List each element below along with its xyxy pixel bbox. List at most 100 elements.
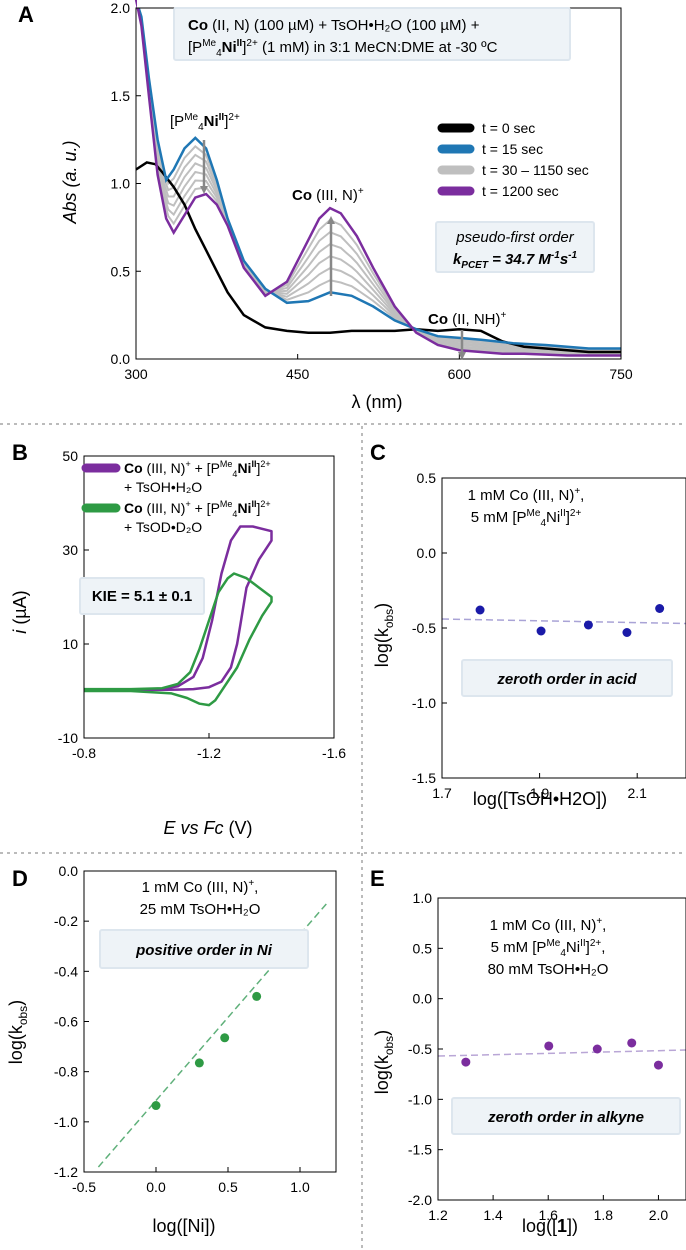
e-c1: 1 mM Co (III, N) — [490, 917, 597, 934]
y-tick-label: -10 — [58, 730, 78, 746]
panel-a-rate-box — [435, 221, 595, 273]
title-ni: Ni — [222, 39, 237, 56]
e-c2-close: ] — [586, 939, 590, 956]
cv-legend-part: (III, N) — [143, 500, 186, 516]
annotation-co-ii: Co (II, NH)+ — [428, 310, 507, 328]
data-point-4 — [655, 604, 665, 613]
y-tick-label: -0.6 — [54, 1014, 78, 1030]
panel-c-xlabel: log([TsOH•H2O]) — [473, 789, 607, 809]
data-point-3 — [627, 1038, 637, 1048]
data-point-1 — [536, 626, 546, 636]
rate-sup2: -1 — [568, 250, 577, 261]
y-tick-label: 0.0 — [111, 351, 131, 367]
panel-e-cond-line2: 5 mM [PMe4NiII]2+, — [491, 938, 606, 959]
cv-legend-part: 2+ — [260, 499, 270, 509]
b-y-unit: (µA) — [10, 590, 30, 629]
panel-d-letter: D — [12, 866, 28, 891]
cv-legend-part: II — [251, 499, 256, 509]
c-c2-4: 4 — [540, 518, 546, 529]
c-c1-sup: + — [574, 486, 580, 497]
b-x-v: (V) — [224, 818, 253, 838]
c-c1-end: , — [580, 487, 584, 504]
e-c1-sup: + — [596, 916, 602, 927]
y-tick-label: 0.5 — [111, 263, 131, 279]
series-line-gray-4 — [135, 0, 621, 354]
y-tick-label: 1.5 — [111, 88, 131, 104]
panel-a-xlabel: λ (nm) — [352, 392, 403, 412]
top-mask — [137, 0, 620, 8]
title-close: ] — [242, 39, 246, 56]
co3-rest: (III, N) — [312, 187, 358, 204]
cv-legend-part: Co — [124, 460, 143, 476]
title-sup-charge: 2+ — [246, 38, 258, 49]
title-sup-ii: II — [237, 38, 243, 49]
e-x-end: ]) — [567, 1216, 578, 1236]
panel-e: E 1.2 1.4 1.6 1.8 2.0 -2.0 -1.5 -1.0 -0.5 0.0 0.5 1… — [370, 866, 686, 1236]
panel-d: D -0.5 0.0 0.5 1.0 -1.2 -1.0 -0.8 -0.6 -0.4 -0.2 0… — [6, 863, 337, 1236]
data-point-1 — [194, 1058, 204, 1068]
d-y-sub: obs — [16, 1006, 30, 1025]
panel-e-cond-line1: 1 mM Co (III, N)+, — [490, 916, 607, 934]
rate-k: k — [453, 251, 462, 268]
e-y-sub: obs — [382, 1036, 396, 1055]
e-x-base: log([ — [522, 1216, 557, 1236]
c-c1: 1 mM Co (III, N) — [468, 487, 575, 504]
data-point-2 — [583, 620, 593, 630]
x-tick-label: 1.6 — [538, 1207, 558, 1223]
title-sup-me: Me — [202, 38, 216, 49]
kie-box — [79, 577, 205, 615]
cv-legend-part: Me — [220, 499, 233, 509]
title-open: [P — [188, 39, 202, 56]
cv-legend-part: Ni — [237, 500, 251, 516]
data-point-3 — [252, 991, 262, 1001]
title-line2-rest: (1 mM) in 3:1 MeCN:DME at -30 ºC — [258, 39, 498, 56]
cv-legend-part: ] — [256, 460, 260, 476]
cv-legend-part: + [P — [191, 500, 220, 516]
panel-e-letter: E — [370, 866, 385, 891]
d-c1-end: , — [254, 879, 258, 896]
data-point-0 — [461, 1057, 471, 1067]
y-tick-label: -2.0 — [408, 1192, 432, 1208]
panel-c-order-box — [461, 659, 673, 697]
co2-rest: (II, NH) — [448, 311, 501, 328]
x-tick-label: -1.2 — [197, 745, 221, 761]
c-y-base: log(k — [372, 627, 392, 667]
panel-d-ylabel: log(kobs) — [6, 1000, 30, 1064]
e-c2-me: Me — [546, 938, 560, 949]
rate-s: s — [560, 251, 568, 268]
x-tick-label: 1.2 — [428, 1207, 448, 1223]
rate-sup1: -1 — [551, 250, 560, 261]
cv-trace-1 — [84, 572, 273, 707]
panel-e-ylabel: log(kobs) — [372, 1030, 396, 1094]
y-tick-label: 30 — [62, 542, 78, 558]
d-c1-sup: + — [248, 878, 254, 889]
c-c2-ii: II — [560, 508, 566, 519]
co3-co: Co — [292, 187, 312, 204]
y-tick-label: 2.0 — [111, 0, 131, 16]
cv-legend-part: 4 — [232, 509, 237, 519]
c-c2-close: ] — [566, 509, 570, 526]
b-x-vs: vs — [176, 818, 204, 838]
panel-a-legend: t = 0 sec t = 15 sec t = 30 – 1150 sec t = … — [437, 120, 589, 199]
panel-d-order-label: positive order in Ni — [135, 942, 273, 959]
c-c2-me: Me — [527, 508, 541, 519]
c-y-end: ) — [372, 603, 392, 609]
x-tick-label: 750 — [609, 366, 633, 382]
ni-open: [P — [170, 113, 184, 130]
data-point-0 — [151, 1101, 161, 1111]
cv-legend-line2-1: + TsOD•D₂O — [124, 519, 202, 535]
e-c2: 5 mM [P — [491, 939, 547, 956]
ni-close: ] — [224, 113, 228, 130]
data-point-1 — [544, 1041, 554, 1051]
kie-label: KIE = 5.1 ± 0.1 — [92, 588, 192, 605]
title-line1-rest: (II, N) (100 µM) + TsOH•H₂O (100 µM) + — [208, 17, 480, 34]
panel-d-cond-line2: 25 mM TsOH•H₂O — [140, 901, 261, 918]
y-tick-label: 0.0 — [59, 863, 79, 879]
panel-e-xlabel: log([1]) — [522, 1216, 578, 1236]
y-tick-label: -0.2 — [54, 913, 78, 929]
series-line-2 — [134, 0, 621, 357]
annotation-ni-complex: [PMe4NiII]2+ — [170, 112, 240, 133]
x-tick-label: 0.0 — [146, 1179, 166, 1195]
e-c2-end: , — [601, 939, 605, 956]
c-y-sub: obs — [382, 609, 396, 628]
